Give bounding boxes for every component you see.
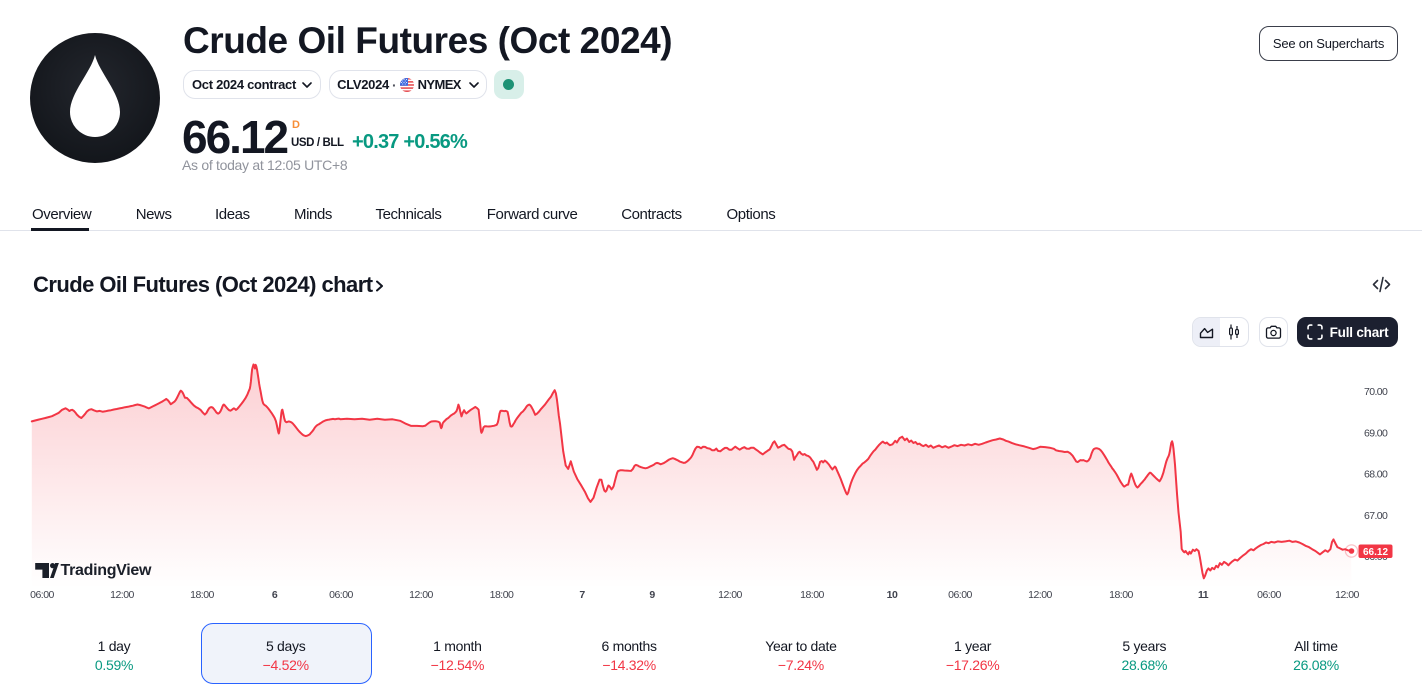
svg-text:9: 9	[649, 589, 655, 601]
svg-text:12:00: 12:00	[409, 589, 433, 601]
svg-text:10: 10	[887, 589, 898, 601]
svg-text:06:00: 06:00	[329, 589, 353, 601]
svg-text:69.00: 69.00	[1364, 427, 1388, 439]
svg-text:06:00: 06:00	[1257, 589, 1281, 601]
svg-text:12:00: 12:00	[1335, 589, 1359, 601]
svg-text:TradingView: TradingView	[61, 562, 153, 579]
svg-text:68.00: 68.00	[1364, 469, 1388, 481]
svg-text:06:00: 06:00	[30, 589, 54, 601]
svg-text:18:00: 18:00	[1109, 589, 1133, 601]
svg-text:7: 7	[579, 589, 585, 601]
svg-text:11: 11	[1198, 589, 1209, 601]
svg-text:6: 6	[272, 589, 278, 601]
svg-text:12:00: 12:00	[718, 589, 742, 601]
svg-text:12:00: 12:00	[1028, 589, 1052, 601]
svg-text:18:00: 18:00	[190, 589, 214, 601]
svg-text:18:00: 18:00	[490, 589, 514, 601]
svg-text:06:00: 06:00	[948, 589, 972, 601]
svg-text:67.00: 67.00	[1364, 510, 1388, 522]
svg-text:12:00: 12:00	[110, 589, 134, 601]
svg-text:18:00: 18:00	[800, 589, 824, 601]
svg-text:70.00: 70.00	[1364, 386, 1388, 398]
svg-text:66.12: 66.12	[1363, 547, 1388, 558]
